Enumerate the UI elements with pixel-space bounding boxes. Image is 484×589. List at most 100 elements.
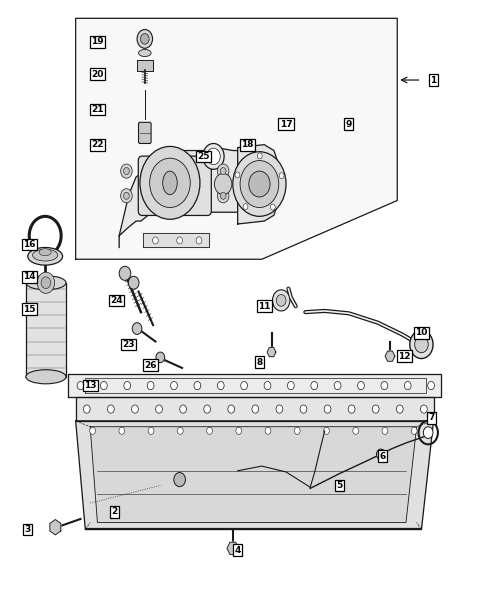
Text: 10: 10 (414, 328, 427, 337)
Circle shape (119, 427, 124, 434)
Polygon shape (143, 233, 208, 247)
Circle shape (423, 426, 432, 438)
Circle shape (194, 382, 200, 390)
Circle shape (123, 192, 129, 199)
Circle shape (410, 427, 416, 434)
Circle shape (131, 405, 138, 413)
Text: 1: 1 (429, 75, 436, 85)
Circle shape (404, 382, 410, 390)
Polygon shape (119, 149, 261, 247)
Circle shape (294, 427, 300, 434)
Ellipse shape (26, 370, 66, 384)
Circle shape (395, 405, 402, 413)
Circle shape (123, 382, 130, 390)
Text: 21: 21 (91, 105, 104, 114)
Circle shape (140, 34, 149, 44)
Text: 23: 23 (122, 340, 135, 349)
Circle shape (217, 164, 228, 178)
Circle shape (242, 204, 247, 210)
Circle shape (248, 171, 270, 197)
Text: 17: 17 (279, 120, 292, 128)
Circle shape (272, 290, 289, 311)
Circle shape (264, 382, 270, 390)
Circle shape (323, 405, 330, 413)
Text: 20: 20 (91, 70, 104, 79)
Circle shape (372, 405, 378, 413)
Circle shape (206, 148, 220, 165)
Circle shape (427, 382, 434, 390)
Polygon shape (26, 283, 66, 377)
Circle shape (152, 237, 158, 244)
Circle shape (37, 272, 55, 293)
Circle shape (155, 405, 162, 413)
Circle shape (227, 405, 234, 413)
Polygon shape (38, 273, 52, 292)
Text: 5: 5 (335, 481, 342, 490)
Circle shape (257, 153, 262, 159)
Circle shape (348, 405, 354, 413)
Polygon shape (384, 351, 394, 361)
Circle shape (90, 427, 95, 434)
Circle shape (121, 188, 132, 203)
Circle shape (220, 192, 226, 199)
Polygon shape (76, 398, 433, 421)
Circle shape (177, 427, 183, 434)
Text: 15: 15 (23, 305, 36, 314)
Circle shape (119, 266, 131, 280)
Circle shape (276, 294, 286, 306)
Circle shape (206, 427, 212, 434)
Circle shape (41, 277, 51, 289)
Polygon shape (267, 348, 275, 357)
Text: 9: 9 (345, 120, 351, 128)
Circle shape (132, 323, 142, 335)
Circle shape (217, 188, 228, 203)
Circle shape (173, 472, 185, 487)
Ellipse shape (28, 247, 62, 265)
Text: 8: 8 (256, 358, 262, 366)
Text: 26: 26 (144, 360, 156, 369)
Circle shape (196, 237, 201, 244)
Ellipse shape (162, 171, 177, 194)
Circle shape (376, 449, 384, 459)
Text: 18: 18 (241, 140, 253, 149)
Circle shape (180, 405, 186, 413)
Circle shape (202, 144, 224, 170)
Circle shape (381, 427, 387, 434)
Circle shape (352, 427, 358, 434)
Circle shape (287, 382, 294, 390)
Text: 11: 11 (257, 302, 270, 311)
Text: 13: 13 (84, 381, 96, 390)
Text: 4: 4 (234, 545, 241, 555)
Circle shape (235, 172, 240, 178)
Circle shape (148, 427, 153, 434)
Circle shape (77, 382, 84, 390)
Text: 22: 22 (91, 140, 104, 149)
Circle shape (220, 168, 226, 174)
Circle shape (170, 382, 177, 390)
Circle shape (100, 382, 107, 390)
Ellipse shape (39, 249, 51, 256)
Circle shape (217, 382, 224, 390)
Circle shape (140, 147, 199, 219)
Polygon shape (90, 426, 416, 522)
Circle shape (137, 29, 152, 48)
Circle shape (279, 173, 284, 178)
Circle shape (333, 382, 340, 390)
Circle shape (156, 352, 164, 363)
Text: 6: 6 (379, 452, 385, 461)
Ellipse shape (26, 276, 66, 290)
Circle shape (270, 204, 274, 210)
Circle shape (240, 382, 247, 390)
Circle shape (380, 382, 387, 390)
FancyBboxPatch shape (138, 156, 211, 216)
Text: 7: 7 (427, 413, 433, 422)
Circle shape (420, 405, 426, 413)
Ellipse shape (32, 249, 58, 261)
Polygon shape (227, 542, 238, 554)
Text: 2: 2 (111, 507, 117, 517)
Circle shape (409, 330, 432, 359)
Polygon shape (76, 421, 433, 530)
Text: 16: 16 (23, 240, 36, 249)
Circle shape (176, 237, 182, 244)
Circle shape (147, 382, 154, 390)
